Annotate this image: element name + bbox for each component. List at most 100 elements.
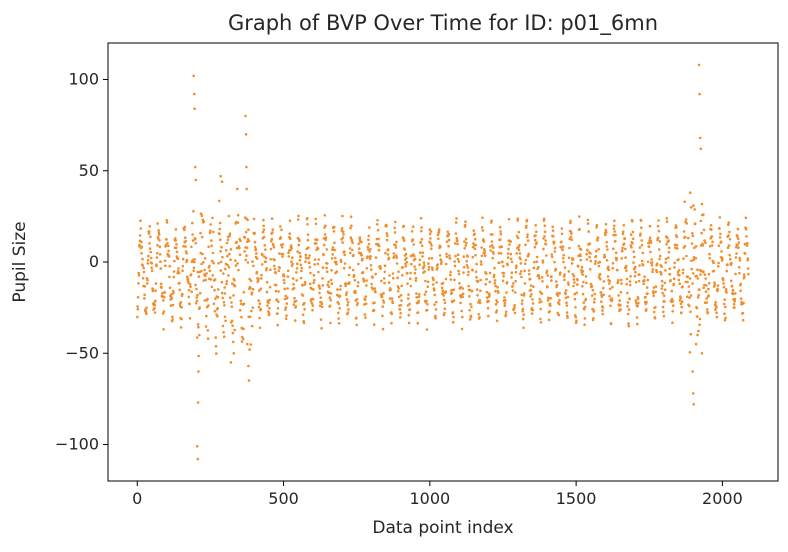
data-point [595,249,598,253]
data-point [356,281,360,284]
data-point [638,273,641,276]
data-point [329,321,332,325]
data-point [597,264,601,268]
data-point [427,265,431,269]
data-point [414,276,418,280]
data-point [700,202,704,206]
data-point [405,260,409,264]
data-point [718,236,722,239]
data-point [266,304,269,307]
data-point [223,286,226,289]
data-point [268,285,272,289]
data-point [633,255,636,259]
data-point [552,235,555,238]
data-point [245,187,248,191]
data-point [192,269,195,273]
data-point [646,278,650,282]
data-point [670,297,674,301]
data-point [339,288,342,291]
data-point [609,304,612,308]
data-point [429,237,432,240]
data-point [461,287,465,290]
data-point [195,299,199,303]
data-point [457,272,461,276]
data-point [598,260,602,264]
data-point [356,301,359,305]
data-point [616,281,620,284]
data-point [146,278,149,282]
data-point [612,227,616,231]
data-point [525,218,529,222]
data-point [394,254,398,257]
data-point [742,273,746,277]
data-point [583,317,587,320]
data-point [223,292,227,295]
data-point [273,258,276,262]
data-point [439,245,442,249]
data-point [699,219,703,223]
data-point [204,274,207,278]
x-axis-label: Data point index [372,518,513,538]
data-point [289,237,292,240]
data-point [221,324,225,328]
data-point [690,267,693,271]
data-point [248,315,252,319]
data-point [631,230,635,234]
data-point [605,230,608,234]
data-point [614,251,618,255]
data-point [204,278,207,282]
data-point [502,274,505,278]
data-point [503,304,507,308]
data-point [447,238,451,242]
data-point [619,291,623,294]
data-point [168,275,171,279]
data-point [549,296,552,300]
data-point [410,230,414,233]
data-point [175,243,178,246]
data-point [252,217,256,221]
data-point [368,257,372,261]
data-point [171,303,175,307]
data-point [545,271,548,275]
data-point [475,262,478,266]
data-point [303,283,307,286]
data-point [482,240,486,243]
data-point [487,314,490,318]
data-point [716,289,719,293]
data-point [538,290,542,294]
data-point [702,213,705,216]
data-point [477,313,481,316]
data-point [149,250,152,254]
data-point [175,250,179,254]
data-point [341,241,344,244]
data-point [553,246,557,250]
data-point [660,265,663,268]
data-point [158,245,162,248]
data-point [321,266,325,269]
data-point [279,236,283,239]
data-point [736,235,739,238]
data-point [326,283,330,287]
data-point [345,298,349,301]
data-point [193,92,196,96]
data-point [519,262,523,265]
data-point [408,277,412,281]
data-point [229,258,232,262]
data-point [490,219,493,223]
data-point [432,278,435,282]
data-point [676,270,680,274]
data-point [521,307,525,311]
data-point [216,315,219,318]
data-point [519,257,522,261]
data-point [721,257,724,261]
data-point [275,298,279,301]
data-point [245,246,249,249]
data-point [185,258,189,262]
data-point [481,216,484,220]
data-point [456,242,459,246]
data-point [657,236,660,240]
data-point [556,294,560,297]
data-point [412,243,416,246]
data-point [690,242,694,245]
data-point [194,301,198,305]
